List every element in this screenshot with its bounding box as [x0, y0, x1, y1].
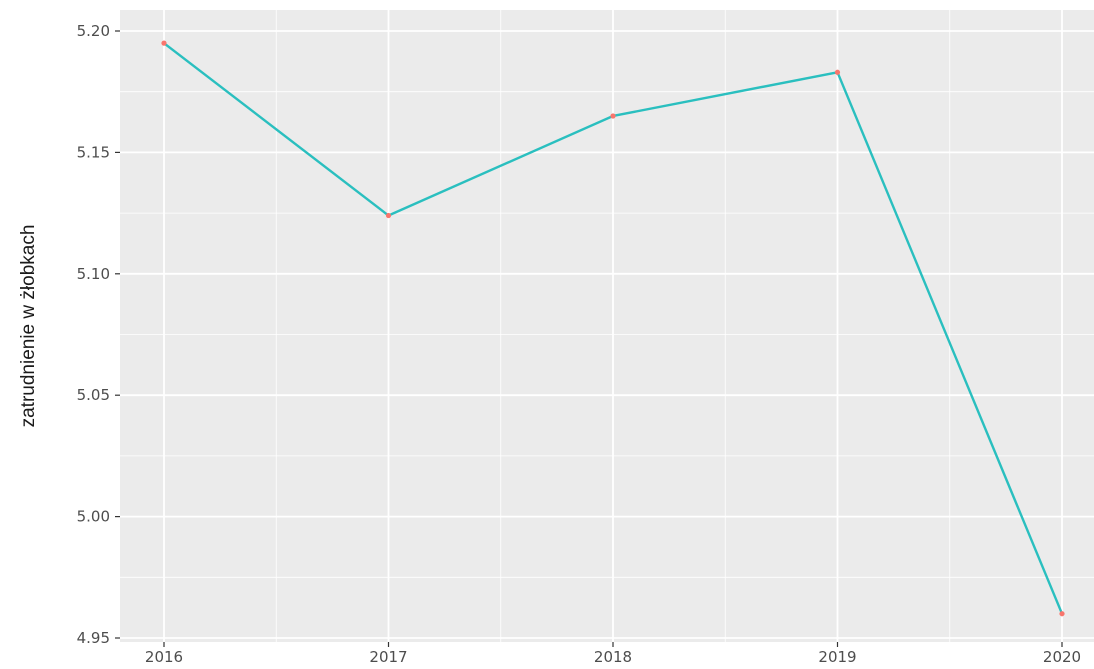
data-point [385, 212, 392, 219]
x-tick-label: 2020 [1043, 648, 1081, 666]
minor-gridlines [120, 10, 1094, 642]
x-tick-label: 2018 [594, 648, 632, 666]
axis-tick-marks [115, 30, 1063, 647]
y-tick-label: 5.20 [77, 22, 110, 40]
plot-panel [120, 10, 1094, 642]
data-point [834, 69, 841, 75]
y-tick-label: 5.10 [77, 265, 110, 283]
series-layer [161, 40, 1065, 617]
y-axis-tick-labels: 4.95 5.00 5.05 5.10 5.15 5.20 [77, 22, 110, 647]
y-tick-label: 5.00 [77, 508, 110, 526]
x-tick-label: 2016 [145, 648, 183, 666]
y-tick-label: 4.95 [77, 629, 110, 647]
data-point [1059, 611, 1065, 617]
y-tick-label: 5.15 [77, 143, 110, 161]
x-axis-tick-labels: 2016 2017 2018 2019 2020 [145, 648, 1081, 666]
x-tick-label: 2017 [369, 648, 407, 666]
y-tick-label: 5.05 [77, 386, 110, 404]
x-tick-label: 2019 [818, 648, 856, 666]
y-axis-title: zatrudnienie w żłobkach [18, 225, 39, 428]
data-point [610, 113, 616, 119]
data-point [161, 40, 167, 46]
